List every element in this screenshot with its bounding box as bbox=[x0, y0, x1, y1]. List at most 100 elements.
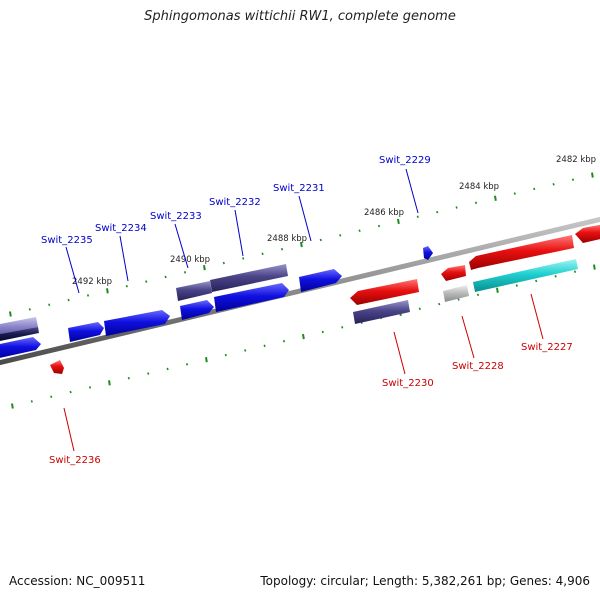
gene-feature[interactable] bbox=[0, 327, 39, 342]
gene-feature[interactable] bbox=[353, 300, 410, 324]
minor-tick bbox=[416, 215, 419, 219]
gene-feature[interactable] bbox=[443, 285, 469, 302]
gene-feature[interactable] bbox=[0, 337, 41, 359]
scale-label: 2492 kbp bbox=[72, 277, 112, 287]
gene-feature[interactable] bbox=[469, 235, 574, 270]
minor-tick bbox=[224, 353, 227, 357]
minor-tick bbox=[282, 339, 286, 343]
minor-tick bbox=[554, 275, 557, 278]
leader-line bbox=[63, 407, 75, 452]
minor-tick bbox=[377, 224, 381, 228]
minor-tick bbox=[535, 279, 538, 283]
minor-tick bbox=[513, 192, 516, 195]
major-tick bbox=[203, 265, 206, 271]
map-title: Sphingomonas wittichii RW1, complete gen… bbox=[144, 9, 456, 24]
major-tick bbox=[108, 380, 111, 386]
minor-tick bbox=[319, 238, 322, 242]
gene-feature[interactable] bbox=[473, 259, 578, 292]
genome-backbone bbox=[0, 216, 600, 366]
gene-feature[interactable] bbox=[50, 360, 64, 374]
major-tick bbox=[496, 287, 499, 293]
gene-feature[interactable] bbox=[104, 310, 170, 336]
minor-tick bbox=[358, 229, 361, 232]
gene-label-swit-2227[interactable]: Swit_2227 bbox=[521, 342, 573, 353]
scale-label: 2482 kbp bbox=[556, 155, 596, 165]
minus-strand-features bbox=[50, 224, 600, 374]
minor-tick bbox=[515, 284, 518, 287]
minor-tick bbox=[222, 261, 225, 265]
minor-tick bbox=[183, 271, 187, 274]
gene-feature[interactable] bbox=[0, 317, 38, 336]
gene-label-swit-2228[interactable]: Swit_2228 bbox=[452, 361, 504, 372]
gene-feature[interactable] bbox=[299, 269, 342, 292]
minor-tick bbox=[48, 303, 51, 307]
gene-feature[interactable] bbox=[180, 300, 214, 320]
gene-feature[interactable] bbox=[423, 246, 433, 260]
minor-tick bbox=[185, 363, 189, 366]
gene-feature[interactable] bbox=[210, 264, 288, 292]
minor-tick bbox=[474, 201, 478, 205]
minor-tick bbox=[341, 325, 344, 329]
minor-tick bbox=[166, 367, 169, 371]
gene-feature[interactable] bbox=[176, 281, 212, 301]
major-tick bbox=[494, 195, 497, 201]
gene-feature[interactable] bbox=[350, 279, 419, 305]
minor-tick bbox=[573, 270, 577, 273]
gene-feature[interactable] bbox=[214, 283, 289, 312]
minor-tick bbox=[418, 307, 421, 311]
leader-line bbox=[234, 209, 244, 257]
major-tick bbox=[11, 403, 14, 409]
minor-tick bbox=[67, 298, 70, 302]
minor-tick bbox=[476, 293, 480, 297]
scale-labels: 2482 kbp 2484 kbp 2486 kbp 2488 kbp 2490… bbox=[72, 155, 596, 287]
gene-feature[interactable] bbox=[68, 322, 104, 342]
minor-tick bbox=[571, 178, 575, 181]
outer-scale-track bbox=[9, 172, 594, 317]
leader-line bbox=[298, 195, 312, 242]
minor-tick bbox=[125, 284, 128, 288]
gene-label-swit-2230[interactable]: Swit_2230 bbox=[382, 378, 434, 389]
minor-tick bbox=[30, 400, 33, 403]
minor-tick bbox=[457, 298, 460, 301]
minor-tick bbox=[86, 294, 90, 297]
gene-label-swit-2232[interactable]: Swit_2232 bbox=[209, 197, 261, 208]
gene-label-swit-2233[interactable]: Swit_2233 bbox=[150, 211, 202, 222]
minor-tick bbox=[438, 302, 441, 306]
major-tick bbox=[205, 357, 208, 363]
gene-label-swit-2229[interactable]: Swit_2229 bbox=[379, 155, 431, 166]
major-tick bbox=[302, 333, 305, 340]
scale-label: 2490 kbp bbox=[170, 255, 210, 265]
minor-tick bbox=[164, 275, 167, 279]
minor-tick bbox=[244, 349, 247, 352]
plus-strand-features bbox=[0, 246, 433, 359]
leader-line bbox=[174, 223, 189, 269]
leader-line bbox=[530, 293, 544, 340]
gene-feature[interactable] bbox=[441, 265, 466, 281]
leader-line bbox=[393, 331, 406, 375]
minor-tick bbox=[436, 210, 439, 214]
minor-tick bbox=[88, 386, 92, 389]
minor-tick bbox=[263, 344, 266, 348]
gene-label-swit-2235[interactable]: Swit_2235 bbox=[41, 235, 93, 246]
minor-tick bbox=[533, 187, 536, 191]
scale-label: 2484 kbp bbox=[459, 182, 499, 192]
minor-tick bbox=[455, 206, 458, 209]
genome-stats-text: Topology: circular; Length: 5,382,261 bp… bbox=[260, 574, 590, 588]
minor-tick bbox=[321, 330, 324, 334]
minor-tick bbox=[69, 390, 72, 394]
major-tick bbox=[300, 241, 303, 248]
minor-tick bbox=[50, 395, 53, 399]
leader-line bbox=[65, 246, 80, 294]
inner-scale-track bbox=[11, 264, 596, 409]
accession-text: Accession: NC_009511 bbox=[9, 574, 146, 588]
gene-label-swit-2234[interactable]: Swit_2234 bbox=[95, 223, 147, 234]
minor-tick bbox=[147, 372, 150, 375]
gene-label-swit-2236[interactable]: Swit_2236 bbox=[49, 455, 101, 466]
minor-tick bbox=[261, 252, 264, 256]
scale-label: 2486 kbp bbox=[364, 208, 404, 218]
gene-feature[interactable] bbox=[575, 224, 600, 243]
gene-label-swit-2231[interactable]: Swit_2231 bbox=[273, 183, 325, 194]
leader-line bbox=[405, 168, 419, 214]
minor-tick bbox=[552, 183, 555, 186]
